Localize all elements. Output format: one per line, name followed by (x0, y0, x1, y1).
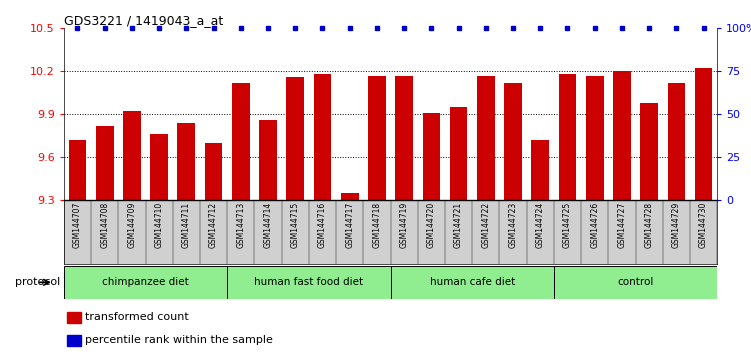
Bar (423, 113, 440, 354)
Text: GSM144712: GSM144712 (209, 202, 218, 248)
Text: GSM144709: GSM144709 (128, 202, 137, 248)
Text: GSM144714: GSM144714 (264, 202, 273, 248)
Bar (477, 75, 495, 354)
Bar (68, 140, 86, 354)
Bar (64, 266, 227, 299)
Bar (227, 266, 391, 299)
Bar (695, 68, 713, 354)
Text: GSM144708: GSM144708 (100, 202, 109, 248)
Text: human cafe diet: human cafe diet (430, 277, 515, 287)
Text: GSM144719: GSM144719 (400, 202, 409, 248)
Text: GSM144726: GSM144726 (590, 202, 599, 248)
Bar (150, 134, 168, 354)
Text: GSM144729: GSM144729 (672, 202, 681, 248)
Text: GSM144725: GSM144725 (563, 202, 572, 248)
Text: GSM144715: GSM144715 (291, 202, 300, 248)
Text: GSM144711: GSM144711 (182, 202, 191, 248)
Text: GSM144721: GSM144721 (454, 202, 463, 248)
Bar (232, 83, 249, 354)
Text: control: control (617, 277, 653, 287)
Text: GSM144724: GSM144724 (535, 202, 544, 248)
Text: GSM144716: GSM144716 (318, 202, 327, 248)
Bar (504, 83, 522, 354)
Bar (532, 140, 549, 354)
Text: human fast food diet: human fast food diet (255, 277, 363, 287)
Text: GSM144713: GSM144713 (237, 202, 246, 248)
Text: transformed count: transformed count (86, 312, 189, 322)
Bar (123, 111, 140, 354)
Bar (67, 312, 81, 323)
Bar (96, 126, 113, 354)
Bar (314, 74, 331, 354)
Bar (341, 193, 358, 354)
Bar (613, 71, 631, 354)
Bar (259, 120, 277, 354)
Text: GSM144717: GSM144717 (345, 202, 354, 248)
Text: GSM144730: GSM144730 (699, 202, 708, 248)
Bar (368, 75, 386, 354)
Text: chimpanzee diet: chimpanzee diet (102, 277, 189, 287)
Text: GSM144710: GSM144710 (155, 202, 164, 248)
Text: GSM144707: GSM144707 (73, 202, 82, 248)
Text: GSM144718: GSM144718 (372, 202, 382, 248)
Bar (286, 77, 304, 354)
Bar (67, 335, 81, 346)
Text: protocol: protocol (15, 277, 60, 287)
Bar (586, 75, 604, 354)
Bar (450, 107, 467, 354)
Bar (668, 83, 685, 354)
Bar (641, 103, 658, 354)
Text: GDS3221 / 1419043_a_at: GDS3221 / 1419043_a_at (64, 14, 223, 27)
Text: GSM144727: GSM144727 (617, 202, 626, 248)
Text: GSM144720: GSM144720 (427, 202, 436, 248)
Text: GSM144723: GSM144723 (508, 202, 517, 248)
Text: percentile rank within the sample: percentile rank within the sample (86, 335, 273, 346)
Bar (177, 123, 195, 354)
Bar (559, 74, 576, 354)
Text: GSM144722: GSM144722 (481, 202, 490, 248)
Bar (391, 266, 554, 299)
Bar (205, 143, 222, 354)
Text: GSM144728: GSM144728 (644, 202, 653, 248)
Bar (395, 75, 413, 354)
Bar (554, 266, 717, 299)
